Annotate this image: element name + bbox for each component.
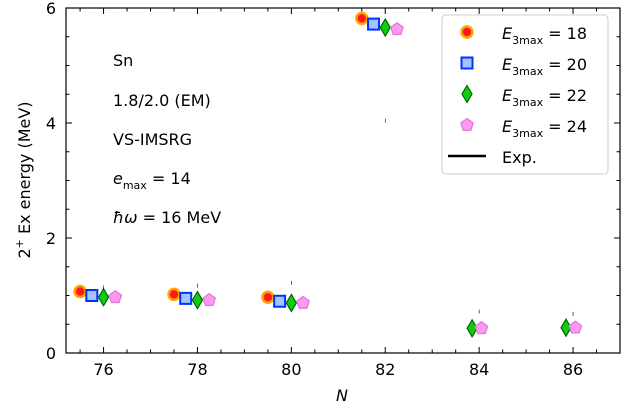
legend-label-e18: E3max = 18: [502, 24, 587, 47]
x-tick-label: 78: [187, 360, 207, 379]
series-3-point: [390, 22, 404, 36]
series-0-point: [355, 11, 369, 26]
annotation-interaction: 1.8/2.0 (EM): [113, 91, 211, 110]
data-marks: [73, 11, 583, 338]
legend-box: [441, 14, 609, 175]
series-1-point: [85, 289, 99, 302]
y-tick-label: 4: [46, 114, 56, 133]
annotation-emax: emax = 14: [113, 169, 191, 192]
legend-symbol-series-3: [460, 117, 474, 131]
x-axis-label: N: [336, 386, 348, 405]
series-3-point: [568, 320, 583, 334]
series-1-point: [179, 291, 193, 305]
series-0-point: [167, 287, 181, 302]
legend-symbol-series-1: [460, 56, 474, 70]
x-tick-label: 84: [469, 360, 489, 379]
annotation-element: Sn: [113, 51, 133, 70]
y-tick-label: 6: [46, 0, 56, 18]
series-2-point: [285, 293, 298, 313]
legend-symbol-series-0: [460, 25, 474, 39]
y-tick-label: 2: [46, 229, 56, 248]
series-2-point: [191, 290, 204, 310]
series-0-point: [261, 290, 275, 304]
series-3-point: [108, 289, 123, 304]
series-1-point: [367, 17, 381, 31]
series-0-point: [73, 284, 87, 299]
series-2-point: [97, 287, 110, 307]
x-tick-label: 80: [281, 360, 301, 379]
series-1-point: [273, 294, 287, 308]
annotation-block: Sn 1.8/2.0 (EM) VS-IMSRG emax = 14 ħω = …: [113, 51, 221, 227]
series-2-point: [379, 17, 391, 38]
annotation-hw: ħω = 16 MeV: [113, 208, 221, 227]
legend-label-exp: Exp.: [502, 148, 537, 167]
series-3-point: [296, 295, 310, 309]
x-tick-label: 82: [375, 360, 395, 379]
y-axis-label: 2+ Ex energy (MeV): [13, 101, 34, 258]
legend-label-e20: E3max = 20: [502, 55, 587, 78]
x-tick-label: 86: [563, 360, 583, 379]
legend-symbols: [448, 25, 486, 158]
legend: E3max = 18 E3max = 20 E3max = 22 E3max =…: [441, 14, 609, 175]
legend-label-e24: E3max = 24: [502, 117, 587, 140]
axes: 76 78 80 82 84 86 0 2 4 6: [46, 0, 621, 379]
annotation-method: VS-IMSRG: [113, 130, 192, 149]
x-tick-label: 76: [93, 360, 113, 379]
y-tick-label: 0: [46, 344, 56, 363]
legend-symbol-series-2: [461, 84, 473, 104]
legend-label-e22: E3max = 22: [502, 86, 587, 109]
series-3-point: [202, 292, 217, 306]
series-3-point: [474, 321, 489, 335]
